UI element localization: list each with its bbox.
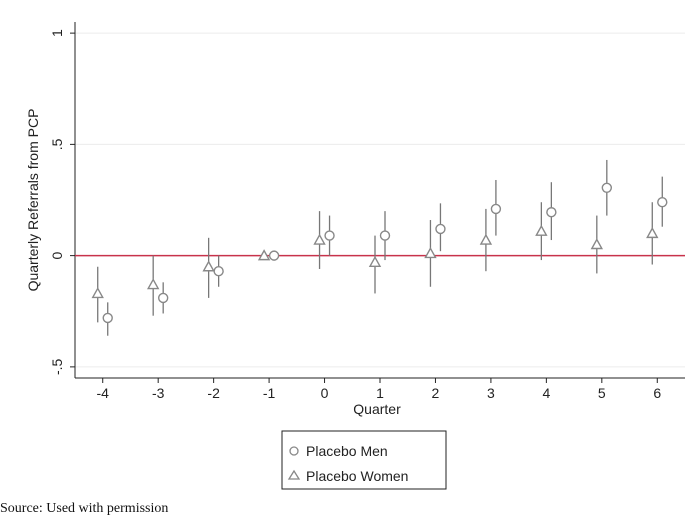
point-placebo-men: [490, 203, 502, 215]
point-placebo-women: [368, 255, 382, 267]
legend-label-women: Placebo Women: [306, 468, 408, 484]
legend: Placebo Men Placebo Women: [281, 430, 447, 490]
y-tick-label: .5: [49, 138, 65, 150]
point-placebo-men: [601, 182, 613, 193]
x-tick-label: 5: [598, 385, 606, 401]
point-placebo-men: [379, 230, 391, 241]
point-placebo-women: [146, 278, 160, 290]
x-tick-label: -4: [97, 385, 110, 401]
series-group: [91, 159, 668, 336]
legend-triangle-icon: [287, 469, 301, 480]
point-placebo-men: [102, 312, 113, 324]
point-placebo-men: [157, 292, 169, 304]
point-placebo-men: [657, 197, 668, 208]
legend-circle-icon: [289, 446, 299, 456]
point-placebo-women: [424, 246, 437, 259]
point-placebo-women: [91, 287, 104, 299]
x-tick-label: -3: [152, 385, 165, 401]
x-tick-label: 1: [376, 385, 384, 401]
point-placebo-men: [324, 230, 335, 241]
point-placebo-women: [479, 233, 493, 245]
x-tick-label: 3: [487, 385, 495, 401]
point-placebo-men: [435, 223, 446, 235]
point-placebo-women: [535, 224, 548, 236]
point-placebo-men: [213, 266, 224, 277]
caption: Source: Used with permission: [0, 501, 169, 516]
y-tick-label: 0: [49, 252, 65, 260]
x-tick-label: 0: [321, 385, 329, 401]
x-tick-label: -1: [263, 385, 276, 401]
y-tick-label: -.5: [49, 358, 65, 375]
x-tick-label: -2: [207, 385, 220, 401]
point-placebo-men: [546, 207, 557, 218]
point-placebo-women: [646, 226, 659, 239]
x-tick-label: 2: [432, 385, 440, 401]
point-placebo-women: [257, 249, 271, 261]
point-placebo-women: [313, 233, 326, 245]
point-placebo-men: [268, 250, 280, 261]
x-tick-label: 6: [653, 385, 661, 401]
axes: 1 .5 0 -.5 -4 -3 -2 -1 0 1 2 3 4 5 6: [49, 22, 685, 401]
x-axis-label: Quarter: [353, 401, 401, 417]
y-axis-label: Quarterly Referrals from PCP: [25, 109, 41, 292]
gridlines: [75, 32, 685, 368]
x-tick-label: 4: [542, 385, 550, 401]
legend-box: [281, 430, 447, 490]
y-tick-label: 1: [49, 29, 65, 37]
legend-label-men: Placebo Men: [306, 443, 388, 459]
point-placebo-women: [590, 238, 604, 250]
point-placebo-women: [202, 260, 215, 272]
